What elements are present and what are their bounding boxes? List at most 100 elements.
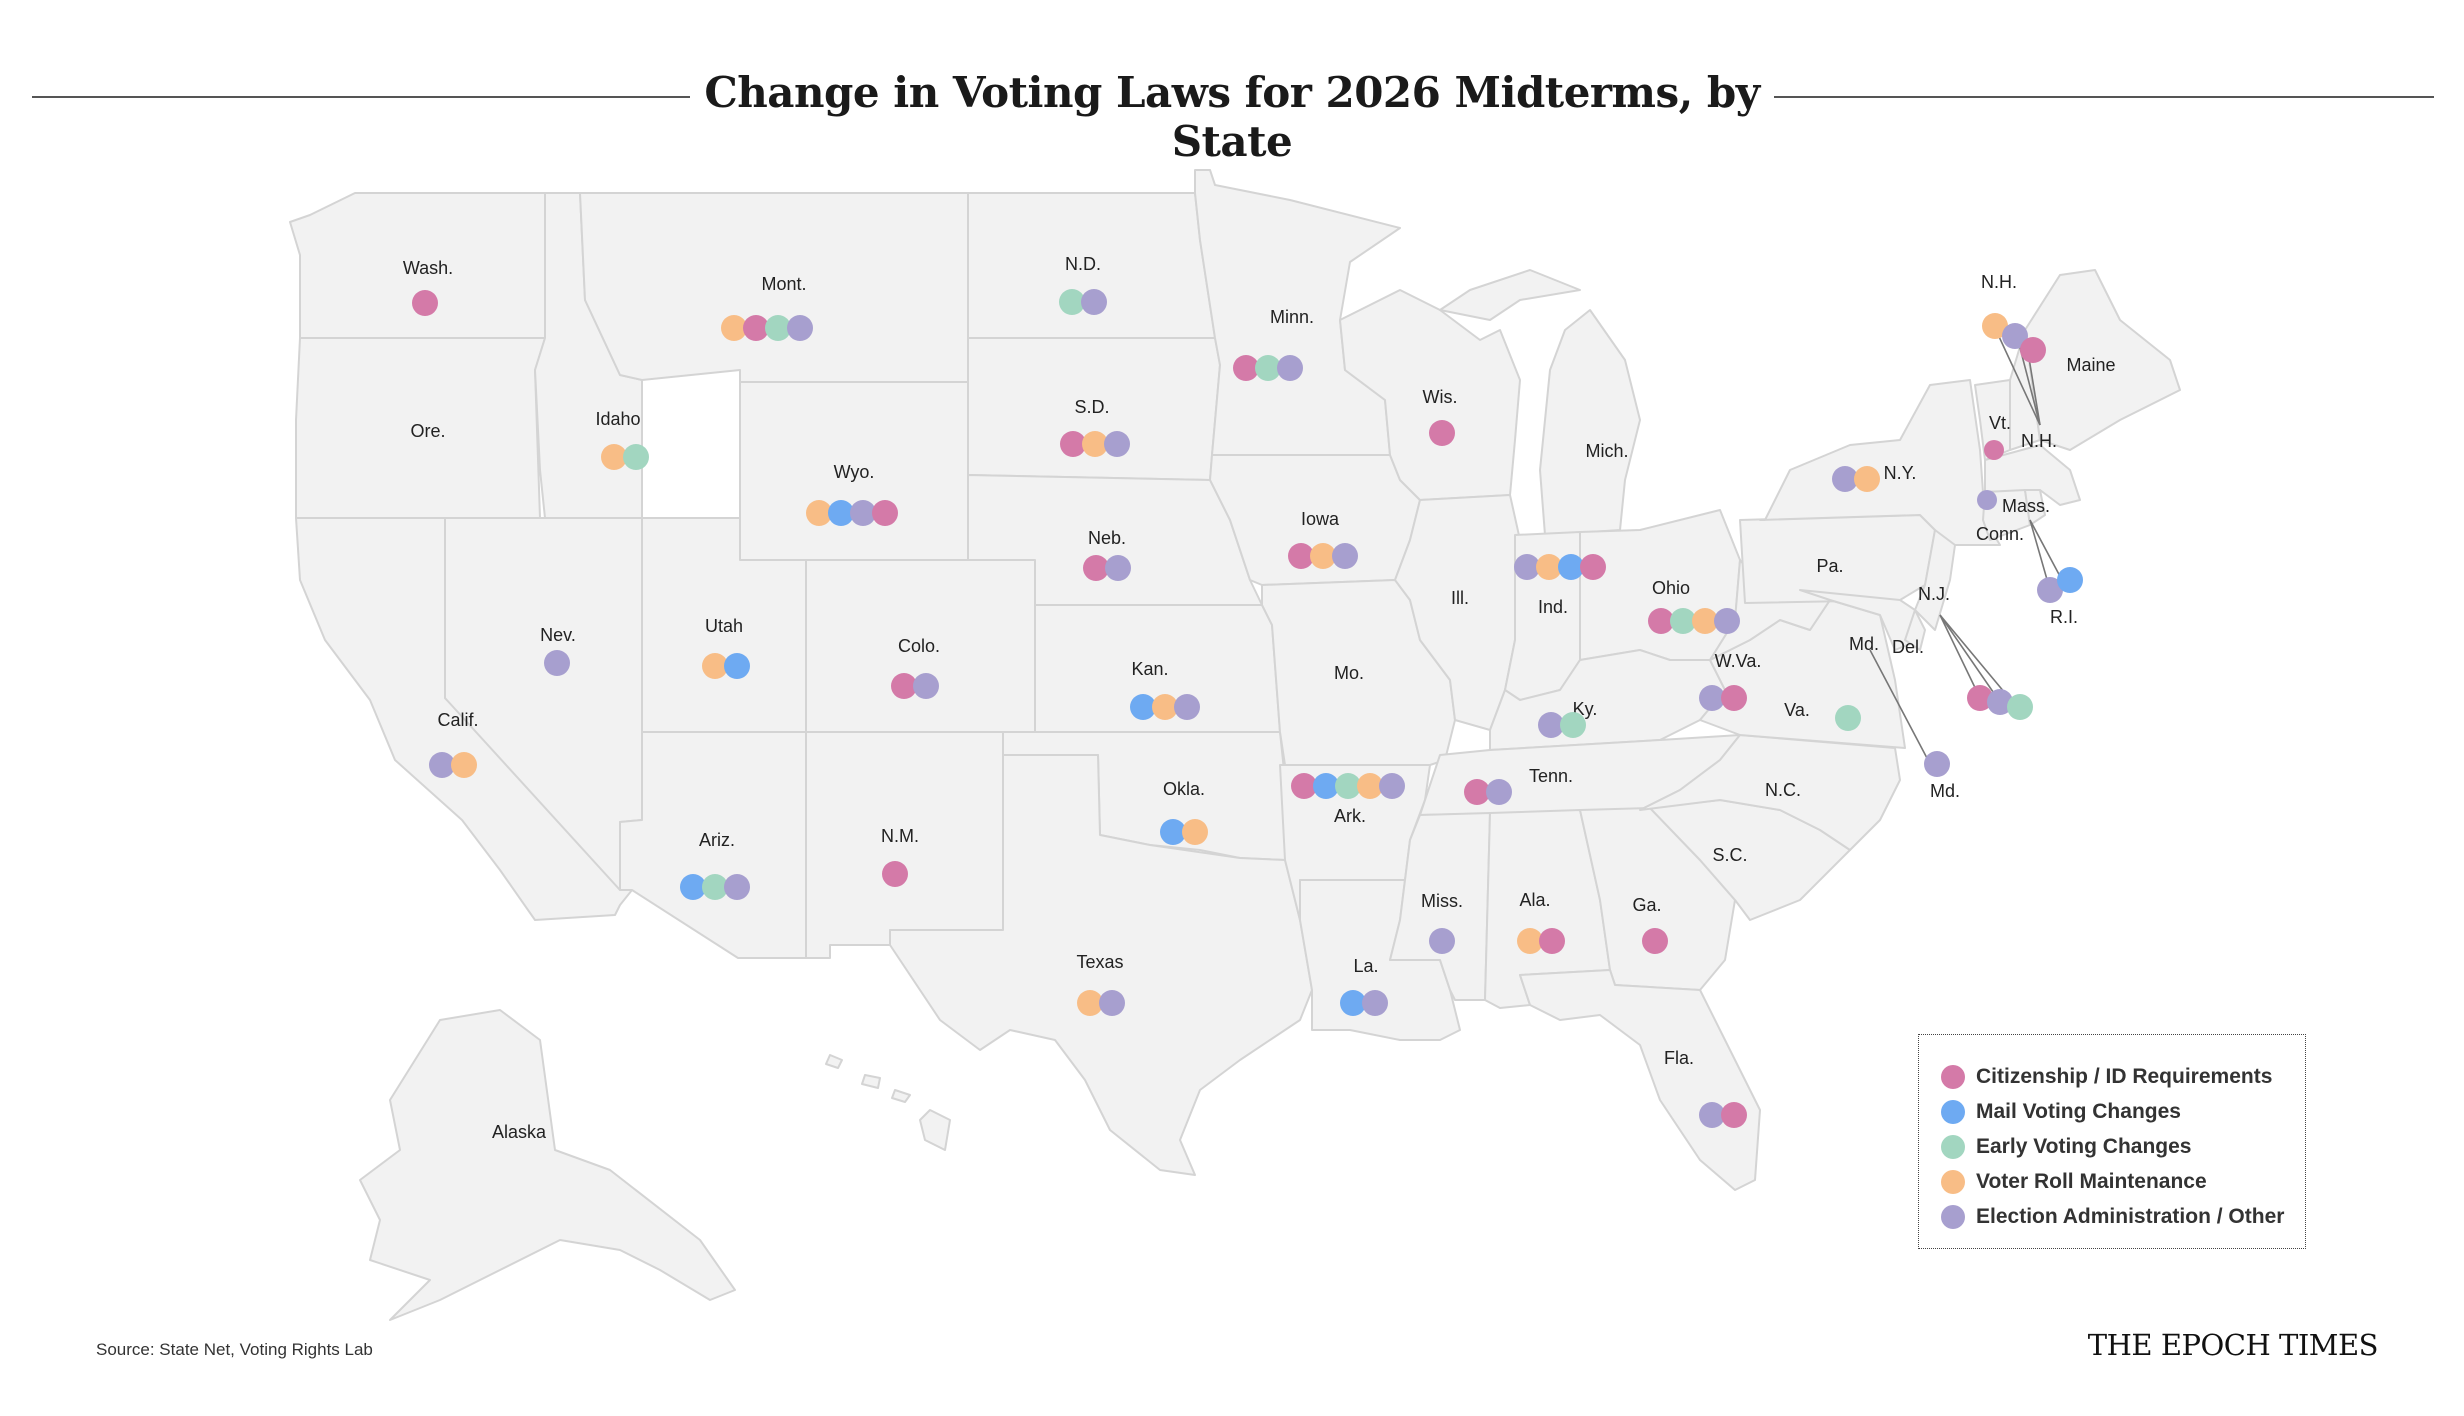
state-label-ma: Mass. <box>2002 496 2050 516</box>
marker-ms-admin <box>1429 928 1455 954</box>
state-label-ct: Conn. <box>1976 524 2024 544</box>
brand-logo: THE EPOCH TIMES <box>2087 1328 2379 1362</box>
state-label-co: Colo. <box>898 636 940 656</box>
state-label-ok: Okla. <box>1163 779 1205 799</box>
state-label-nh-2: N.H. <box>2021 431 2057 451</box>
legend-item-roll: Voter Roll Maintenance <box>1941 1164 2305 1199</box>
title-rule-left <box>32 96 690 98</box>
state-label-md-2: Md. <box>1930 781 1960 801</box>
marker-ar-admin <box>1379 773 1405 799</box>
state-label-id: Idaho <box>595 409 640 429</box>
leader-nh-a <box>1994 327 2041 426</box>
legend-label-roll: Voter Roll Maintenance <box>1976 1169 2207 1193</box>
marker-al-citizenship <box>1539 928 1565 954</box>
state-shape-nc <box>1639 734 1901 851</box>
state-labels: Wash. Ore. Calif. Nev. Idaho Mont. Wyo. Utah Ari… <box>403 254 2116 1142</box>
state-label-ar: Ark. <box>1334 806 1366 826</box>
marker-nh-admin <box>2002 323 2028 349</box>
marker-ky-admin <box>1538 712 1564 738</box>
state-label-nv: Nev. <box>540 625 576 645</box>
marker-nh-roll <box>1982 313 2008 339</box>
marker-ky-early <box>1560 712 1586 738</box>
state-label-or: Ore. <box>410 421 445 441</box>
state-shape-ri <box>2024 489 2046 526</box>
marker-ia-admin <box>1332 543 1358 569</box>
marker-in-roll <box>1536 554 1562 580</box>
marker-ny-roll <box>1854 466 1880 492</box>
marker-mn-citizenship <box>1233 355 1259 381</box>
marker-mn-admin <box>1277 355 1303 381</box>
state-shape-de <box>1904 609 1926 651</box>
legend-swatch-citizenship <box>1941 1064 1965 1089</box>
marker-la-mail <box>1340 990 1366 1016</box>
marker-oh-early <box>1670 608 1696 634</box>
marker-fl-citizenship <box>1721 1102 1747 1128</box>
marker-nj-citizenship <box>1967 685 1993 711</box>
legend-swatch-roll <box>1941 1169 1965 1194</box>
state-label-wy: Wyo. <box>834 462 875 482</box>
marker-wy-roll <box>806 500 832 526</box>
marker-ca-roll <box>451 752 477 778</box>
state-label-la: La. <box>1353 956 1378 976</box>
state-label-nm: N.M. <box>881 826 919 846</box>
state-shape-fl <box>1519 969 1761 1191</box>
marker-sd-citizenship <box>1060 431 1086 457</box>
state-shape-tx <box>889 754 1313 1176</box>
marker-ri-admin <box>2037 577 2063 603</box>
marker-ok-roll <box>1182 819 1208 845</box>
marker-ne-citizenship <box>1083 555 1109 581</box>
marker-wv-citizenship <box>1721 685 1747 711</box>
leader-nj-a <box>1939 614 1981 699</box>
marker-tn-citizenship <box>1464 779 1490 805</box>
marker-ar-roll <box>1357 773 1383 799</box>
marker-mn-early <box>1255 355 1281 381</box>
marker-tx-roll <box>1077 990 1103 1016</box>
marker-co-citizenship <box>891 673 917 699</box>
state-label-de: Del. <box>1892 637 1924 657</box>
marker-mt-citizenship <box>743 315 769 341</box>
marker-az-mail <box>680 874 706 900</box>
marker-la-admin <box>1362 990 1388 1016</box>
state-shapes <box>289 169 2181 1321</box>
marker-wa-citizenship <box>412 290 438 316</box>
state-label-in: Ind. <box>1538 597 1568 617</box>
marker-oh-admin <box>1714 608 1740 634</box>
state-label-wa: Wash. <box>403 258 453 278</box>
leader-ma-b <box>2029 519 2063 581</box>
marker-nv-admin <box>544 650 570 676</box>
marker-id-early <box>623 444 649 470</box>
marker-nm-citizenship <box>882 861 908 887</box>
marker-wy-mail <box>828 500 854 526</box>
state-label-sd: S.D. <box>1074 397 1109 417</box>
marker-ut-roll <box>702 653 728 679</box>
legend-item-admin: Election Administration / Other <box>1941 1199 2305 1234</box>
legend-swatch-admin <box>1941 1204 1965 1229</box>
marker-tx-admin <box>1099 990 1125 1016</box>
legend-item-citizenship: Citizenship / ID Requirements <box>1941 1059 2305 1094</box>
marker-ne-admin <box>1105 555 1131 581</box>
title-rule-right <box>1774 96 2434 98</box>
marker-nd-admin <box>1081 289 1107 315</box>
marker-oh-roll <box>1692 608 1718 634</box>
state-label-tn: Tenn. <box>1529 766 1573 786</box>
marker-az-admin <box>724 874 750 900</box>
marker-wi-citizenship <box>1429 420 1455 446</box>
marker-sd-roll <box>1082 431 1108 457</box>
state-label-az: Ariz. <box>699 830 735 850</box>
state-label-ks: Kan. <box>1131 659 1168 679</box>
marker-vt-citizenship <box>1984 440 2004 460</box>
marker-ny-admin <box>1832 466 1858 492</box>
marker-ri-mail <box>2057 567 2083 593</box>
marker-oh-citizenship <box>1648 608 1674 634</box>
state-shape-ak <box>359 1009 736 1321</box>
marker-nd-early <box>1059 289 1085 315</box>
state-label-ms: Miss. <box>1421 891 1463 911</box>
state-label-mt: Mont. <box>761 274 806 294</box>
state-label-vt: Vt. <box>1989 413 2011 433</box>
state-label-ri: R.I. <box>2050 607 2078 627</box>
legend-item-early: Early Voting Changes <box>1941 1129 2305 1164</box>
marker-ks-admin <box>1174 694 1200 720</box>
marker-wv-admin <box>1699 685 1725 711</box>
marker-ks-mail <box>1130 694 1156 720</box>
